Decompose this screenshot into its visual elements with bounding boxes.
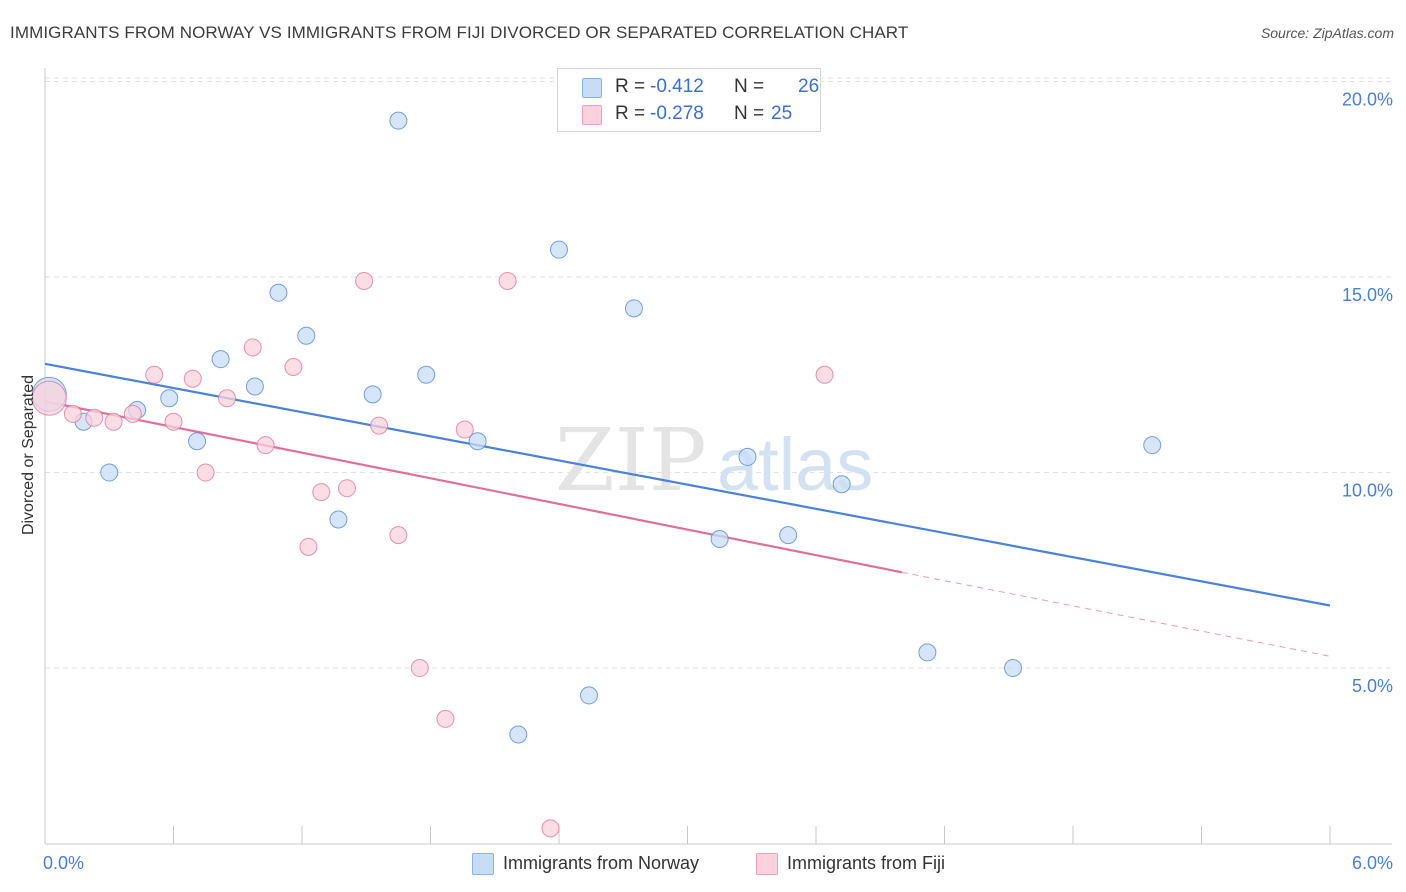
n-value: 25 bbox=[771, 103, 793, 124]
fiji-point bbox=[815, 365, 834, 384]
fiji-point bbox=[498, 271, 517, 290]
y-tick-label: 20.0% bbox=[1342, 90, 1393, 110]
fiji-legend-swatch bbox=[756, 853, 778, 875]
chart-title: IMMIGRANTS FROM NORWAY VS IMMIGRANTS FRO… bbox=[10, 23, 909, 42]
fiji-point bbox=[299, 537, 318, 556]
norway-point bbox=[1143, 436, 1162, 455]
fiji-point bbox=[145, 365, 164, 384]
stats-legend: R = -0.412 N = 26 R = -0.278 N = 25 bbox=[557, 68, 821, 132]
fiji-point bbox=[183, 369, 202, 388]
y-tick-label: 10.0% bbox=[1342, 481, 1393, 501]
x-tick-label: 0.0% bbox=[43, 853, 84, 873]
norway-point bbox=[509, 725, 528, 744]
norway-swatch bbox=[582, 78, 602, 98]
norway-point bbox=[160, 389, 179, 408]
norway-point bbox=[832, 475, 851, 494]
fiji-point bbox=[284, 357, 303, 376]
norway-point bbox=[710, 530, 729, 549]
data-points bbox=[31, 111, 1162, 838]
norway-point bbox=[738, 447, 757, 466]
fiji-point bbox=[123, 404, 142, 423]
norway-point bbox=[297, 326, 316, 345]
fiji-legend-label: Immigrants from Fiji bbox=[787, 853, 946, 873]
norway-point bbox=[779, 526, 798, 545]
fiji-point bbox=[218, 389, 237, 408]
norway-point bbox=[624, 299, 643, 318]
y-tick-label: 5.0% bbox=[1352, 676, 1393, 696]
norway-point bbox=[1004, 659, 1023, 678]
norway-point bbox=[363, 385, 382, 404]
norway-point bbox=[211, 350, 230, 369]
fiji-point bbox=[370, 416, 389, 435]
fiji-point bbox=[104, 412, 123, 431]
norway-point bbox=[417, 365, 436, 384]
fiji-point bbox=[164, 412, 183, 431]
fiji-point bbox=[337, 479, 356, 498]
r-label: R = bbox=[615, 76, 646, 97]
norway-point bbox=[468, 432, 487, 451]
norway-point bbox=[550, 240, 568, 259]
trend-line-fiji-extrapolated bbox=[901, 571, 1331, 657]
norway-point bbox=[245, 377, 264, 396]
norway-point bbox=[389, 111, 408, 130]
fiji-point bbox=[85, 408, 104, 427]
fiji-point bbox=[243, 338, 262, 357]
fiji-point bbox=[455, 420, 474, 439]
trend-line-fiji bbox=[44, 400, 902, 574]
norway-point bbox=[269, 283, 288, 302]
watermark-zip: ZIP bbox=[555, 411, 707, 511]
r-label: R = bbox=[615, 103, 646, 124]
norway-point bbox=[579, 686, 598, 705]
n-label: N = bbox=[734, 76, 765, 97]
y-tick-label: 15.0% bbox=[1342, 285, 1393, 305]
fiji-swatch bbox=[582, 105, 602, 125]
fiji-point bbox=[312, 483, 331, 502]
trend-line-norway bbox=[44, 362, 1331, 607]
watermark: ZIP atlas bbox=[555, 411, 873, 511]
fiji-point bbox=[355, 271, 374, 290]
chart-source: Source: ZipAtlas.com bbox=[1260, 25, 1394, 41]
r-value: -0.412 bbox=[650, 76, 704, 97]
fiji-point bbox=[196, 463, 215, 482]
fiji-point bbox=[256, 436, 275, 455]
fiji-point bbox=[410, 659, 429, 678]
norway-point bbox=[918, 643, 937, 662]
r-value: -0.278 bbox=[650, 103, 704, 124]
x-tick-label: 6.0% bbox=[1352, 853, 1393, 873]
y-axis-label: Divorced or Separated bbox=[20, 375, 37, 535]
fiji-point bbox=[63, 404, 82, 423]
fiji-point bbox=[31, 380, 67, 416]
axes bbox=[44, 68, 1392, 845]
norway-legend-swatch bbox=[472, 853, 494, 875]
norway-point bbox=[100, 463, 119, 482]
norway-legend-label: Immigrants from Norway bbox=[503, 853, 700, 873]
n-label: N = bbox=[734, 103, 765, 124]
trend-lines bbox=[44, 362, 1331, 657]
n-value: 26 bbox=[798, 76, 820, 97]
fiji-point bbox=[541, 819, 560, 838]
norway-point bbox=[329, 510, 348, 529]
fiji-point bbox=[436, 709, 455, 728]
fiji-point bbox=[389, 526, 408, 545]
norway-point bbox=[188, 432, 207, 451]
tick-labels: 5.0% 10.0% 15.0% 20.0% 0.0% 6.0% bbox=[43, 90, 1393, 873]
